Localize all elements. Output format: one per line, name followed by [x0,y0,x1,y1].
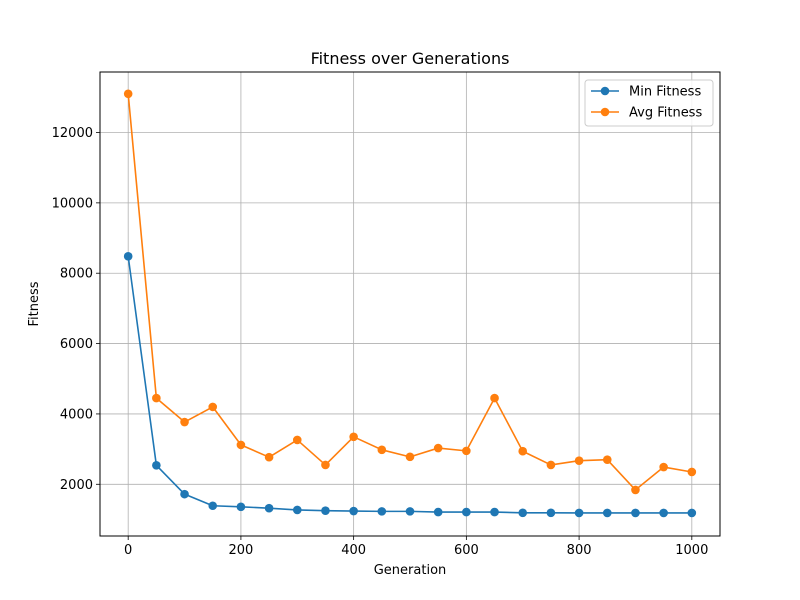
legend-marker-min-fitness [600,86,610,96]
avg-fitness-point [687,467,697,477]
min-fitness-point [405,507,415,516]
y-tick-label: 2000 [60,478,93,493]
avg-fitness-point [574,456,584,466]
avg-fitness-point [631,485,640,495]
plot-frame [99,71,721,537]
min-fitness-point [292,505,302,515]
avg-fitness-point [264,452,274,462]
y-tick-label: 4000 [60,407,93,422]
avg-fitness-point [292,435,302,445]
avg-fitness-point [405,452,415,462]
min-fitness-point [236,502,246,512]
min-fitness-point [490,507,499,517]
avg-fitness-point [349,432,358,442]
legend: Min Fitness Avg Fitness [584,79,714,127]
min-fitness-point [631,508,640,518]
min-fitness-point [377,507,387,516]
avg-fitness-point [208,402,218,412]
x-tick-label: 1000 [675,543,708,558]
min-fitness-point [687,508,697,518]
legend-label-min-fitness: Min Fitness [629,85,701,100]
min-fitness-point [659,508,668,518]
avg-fitness-point [546,460,556,470]
series-layer [123,89,697,518]
min-fitness-point [180,489,189,499]
legend-marker-avg-fitness [600,107,610,117]
avg-fitness-point [152,393,161,403]
avg-fitness-point [518,446,528,456]
min-fitness-point [208,501,218,511]
min-fitness-point [574,508,584,518]
y-tick-label: 6000 [60,337,93,352]
avg-fitness-point [123,89,133,99]
avg-fitness-point [236,440,246,450]
min-fitness-point [349,506,358,516]
y-axis-label: Fitness [27,281,42,326]
legend-label-avg-fitness: Avg Fitness [629,106,702,121]
avg-fitness-point [321,460,330,470]
min-fitness-point [546,508,556,518]
avg-fitness-point [377,445,387,455]
y-tick-label: 8000 [60,267,93,282]
min-fitness-point [602,508,612,518]
avg-fitness-point [602,455,612,464]
min-fitness-point [462,507,471,517]
x-tick-label: 400 [341,543,366,558]
ticks: 0 200 400 600 800 1000 2000 4000 6000 8000 10000 12… [52,126,709,558]
avg-fitness-point [180,417,189,427]
chart-title: Fitness over Generations [311,49,510,68]
min-fitness-point [433,507,443,517]
x-tick-label: 200 [228,543,253,558]
min-fitness-point [518,508,528,518]
min-fitness-point [264,503,274,513]
y-tick-label: 10000 [52,196,93,211]
avg-fitness-point [659,462,668,472]
grid [100,72,720,536]
y-tick-label: 12000 [52,126,93,141]
x-tick-label: 600 [454,543,479,558]
min-fitness-point [321,506,330,515]
avg-fitness-point [462,446,471,456]
min-fitness-point [152,460,161,470]
x-tick-label: 0 [124,543,132,558]
x-tick-label: 800 [567,543,592,558]
avg-fitness-point [433,443,443,453]
x-axis-label: Generation [374,563,447,578]
avg-fitness-point [490,393,499,403]
min-fitness-point [123,252,133,261]
